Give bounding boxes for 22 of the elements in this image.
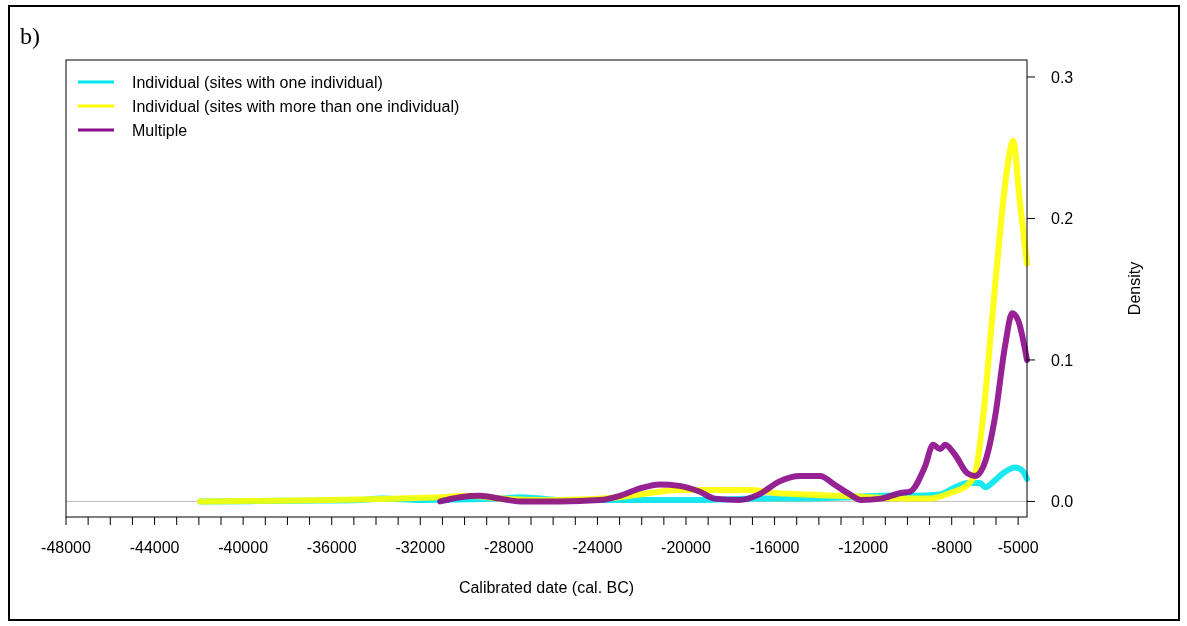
- x-tick-label: -16000: [749, 539, 800, 556]
- x-axis-title: Calibrated date (cal. BC): [458, 579, 635, 596]
- legend-label: Multiple: [132, 122, 188, 139]
- y-tick-label: 0.1: [1051, 351, 1074, 369]
- y-tick-label: 0.0: [1051, 493, 1074, 511]
- y-tick-label: 0.3: [1051, 68, 1074, 86]
- y-tick-label: 0.2: [1051, 210, 1074, 228]
- x-tick-label: -20000: [661, 539, 712, 556]
- legend-label: Individual (sites with one individual): [132, 74, 383, 91]
- x-tick-label: -28000: [483, 539, 534, 556]
- x-tick-label: -24000: [572, 539, 623, 556]
- x-tick-label: -32000: [395, 539, 446, 556]
- x-tick-label: -48000: [41, 539, 92, 556]
- x-tick-label: -8000: [931, 539, 973, 556]
- x-tick-label: -12000: [838, 539, 889, 556]
- x-tick-label: -40000: [218, 539, 269, 556]
- chart-title: b): [20, 23, 40, 49]
- x-tick-label: -5000: [997, 539, 1039, 556]
- y-axis-title: Density: [1126, 261, 1143, 316]
- x-tick-label: -44000: [129, 539, 180, 556]
- legend-label: Individual (sites with more than one individual): [132, 98, 460, 115]
- x-tick-label: -36000: [306, 539, 357, 556]
